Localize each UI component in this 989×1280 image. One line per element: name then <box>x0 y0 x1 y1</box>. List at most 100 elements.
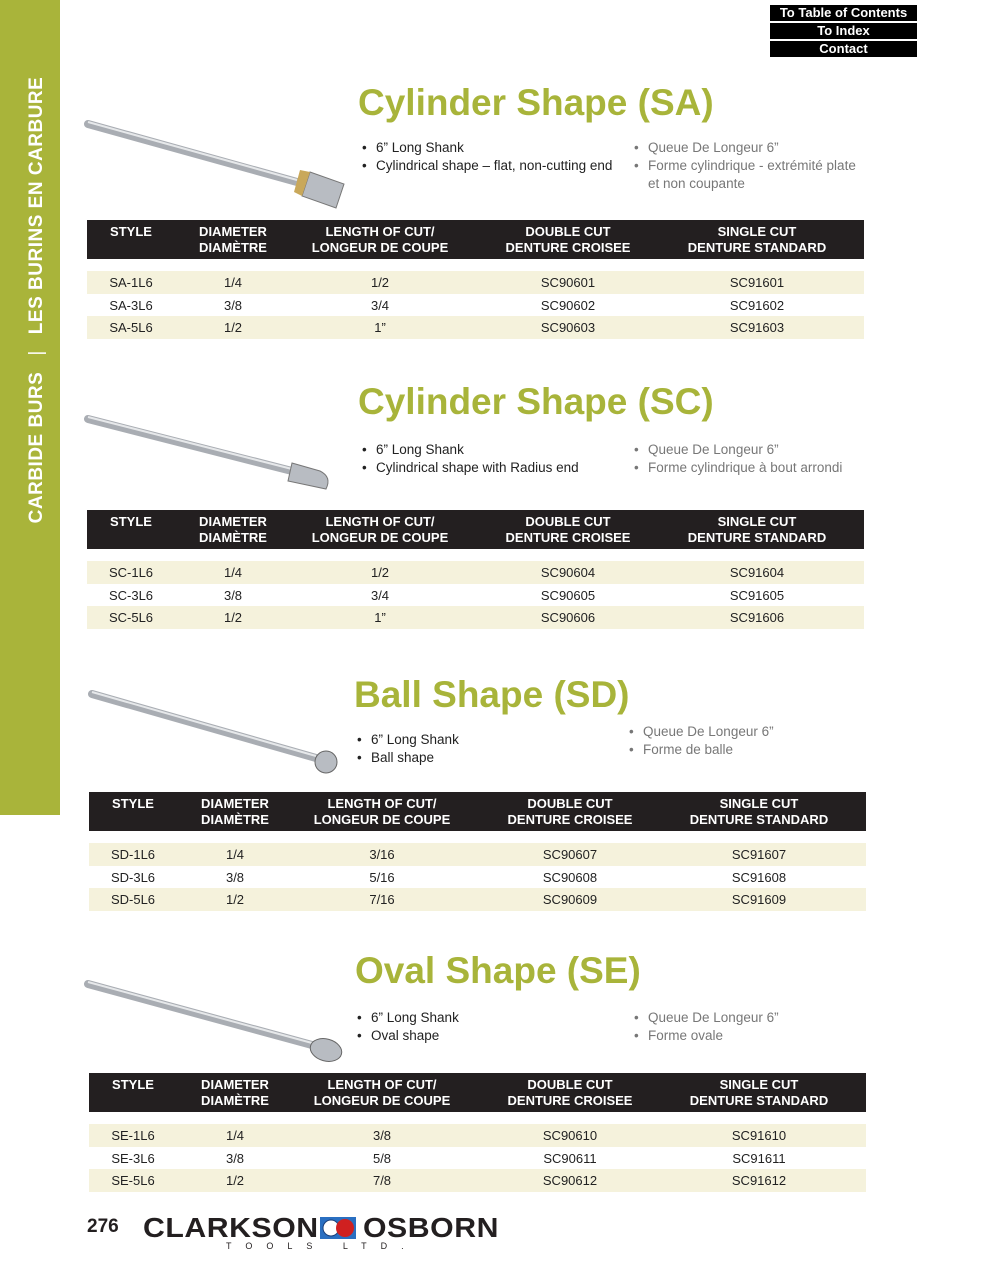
category-en: CARBIDE BURS <box>26 371 47 524</box>
column-header: STYLE <box>112 1077 154 1092</box>
table-cell: SC90610 <box>542 1128 598 1143</box>
feature-item: Cylindrical shape with Radius end <box>360 459 579 477</box>
table-row: SA-1L6 1/4 1/2 SC90601 SC91601 <box>87 271 864 294</box>
column-header: DOUBLE CUT DENTURE CROISEE <box>505 514 631 545</box>
radius-burr-image <box>82 405 352 505</box>
table-cell: 3/16 <box>369 847 395 862</box>
table-row: SD-1L6 1/4 3/16 SC90607 SC91607 <box>89 843 866 866</box>
table-cell: 1/2 <box>223 320 243 335</box>
table-cell: SA-3L6 <box>109 297 153 313</box>
features-en: 6” Long ShankCylindrical shape with Radi… <box>360 441 579 477</box>
table-cell: SE-1L6 <box>111 1128 155 1143</box>
table-cell: SC90603 <box>540 320 596 335</box>
table-row: SA-5L6 1/2 1” SC90603 SC91603 <box>87 316 864 339</box>
column-header: DIAMETER DIAMÈTRE <box>199 224 267 255</box>
column-header: STYLE <box>110 224 152 239</box>
feature-item: Queue De Longeur 6” <box>632 139 857 157</box>
table-cell: SC-1L6 <box>108 565 154 580</box>
features-fr: Queue De Longeur 6”Forme cylindrique - e… <box>632 139 857 193</box>
column-header: LENGTH OF CUT/LONGEUR DE COUPE <box>313 796 451 827</box>
contact-link[interactable]: Contact <box>770 41 917 57</box>
table-row: SC-3L6 3/8 3/4 SC90605 SC91605 <box>87 584 864 607</box>
table-cell: SA-1L6 <box>109 275 153 290</box>
table-cell: SE-5L6 <box>111 1173 155 1188</box>
table-cell: 1/2 <box>370 275 390 290</box>
table-cell: SC91612 <box>731 1173 787 1188</box>
table-cell: 3/4 <box>370 587 390 603</box>
table-cell: SC91602 <box>729 297 785 313</box>
column-header: SINGLE CUT DENTURE STANDARD <box>689 796 829 827</box>
table-cell: SC91603 <box>729 320 785 335</box>
table-cell: 1/2 <box>225 1173 245 1188</box>
table-cell: SC90612 <box>542 1173 598 1188</box>
table-cell: SC-5L6 <box>108 610 154 625</box>
feature-item: Queue De Longeur 6” <box>632 1009 857 1027</box>
table-cell: SC91606 <box>729 610 785 625</box>
table-cell: 1” <box>374 610 386 625</box>
column-header: DOUBLE CUT DENTURE CROISEE <box>507 1077 633 1108</box>
brand-emblem-icon <box>320 1217 357 1239</box>
cylinder-burr-image <box>82 110 352 210</box>
spec-table: STYLE DIAMETER DIAMÈTRE LENGTH OF CUT/LONGE… <box>89 792 866 911</box>
table-cell: SC90601 <box>540 275 596 290</box>
table-cell: 1/2 <box>370 565 390 580</box>
table-row: SA-3L6 3/8 3/4 SC90602 SC91602 <box>87 294 864 317</box>
table-cell: 1/2 <box>223 610 243 625</box>
table-header: STYLE DIAMETER DIAMÈTRE LENGTH OF CUT/LONGE… <box>89 792 866 831</box>
column-header: DIAMETER DIAMÈTRE <box>201 1077 269 1108</box>
table-cell: SC90602 <box>540 297 596 313</box>
table-cell: SC91607 <box>731 847 787 862</box>
table-cell: 3/8 <box>225 1150 245 1166</box>
column-header: DIAMETER DIAMÈTRE <box>199 514 267 545</box>
feature-item: Queue De Longeur 6” <box>632 441 857 459</box>
feature-item: Cylindrical shape – flat, non-cutting en… <box>360 157 612 175</box>
features-fr: Queue De Longeur 6”Forme cylindrique à b… <box>632 441 857 477</box>
table-cell: SC91605 <box>729 587 785 603</box>
table-cell: 3/4 <box>370 297 390 313</box>
sidebar: CARBIDE BURS | LES BURINS EN CARBURE <box>0 0 60 815</box>
table-cell: SC90606 <box>540 610 596 625</box>
table-cell: SD-1L6 <box>110 847 156 862</box>
column-header: SINGLE CUT DENTURE STANDARD <box>687 514 827 545</box>
table-cell: SD-5L6 <box>110 892 156 907</box>
spec-table: STYLE DIAMETER DIAMÈTRE LENGTH OF CUT/LONGE… <box>89 1073 866 1192</box>
feature-item: 6” Long Shank <box>355 1009 459 1027</box>
separator: | <box>26 350 47 356</box>
table-row: SE-1L6 1/4 3/8 SC90610 SC91610 <box>89 1124 866 1147</box>
table-row: SC-5L6 1/2 1” SC90606 SC91606 <box>87 606 864 629</box>
feature-item: 6” Long Shank <box>355 731 459 749</box>
feature-item: Queue De Longeur 6” <box>627 723 852 741</box>
table-cell: SC91604 <box>729 565 785 580</box>
table-cell: SC90609 <box>542 892 598 907</box>
features-en: 6” Long ShankOval shape <box>355 1009 459 1045</box>
column-header: LENGTH OF CUT/LONGEUR DE COUPE <box>311 224 449 255</box>
feature-item: Forme ovale <box>632 1027 857 1045</box>
table-cell: SC91610 <box>731 1128 787 1143</box>
feature-item: Forme cylindrique - extrémité plate et n… <box>632 157 857 193</box>
brand-sub: TOOLS LTD. <box>226 1241 418 1251</box>
toc-link[interactable]: To Table of Contents <box>770 5 917 21</box>
feature-item: Forme cylindrique à bout arrondi <box>632 459 857 477</box>
table-cell: SC90607 <box>542 847 598 862</box>
table-cell: 1/4 <box>223 565 243 580</box>
spec-table: STYLE DIAMETER DIAMÈTRE LENGTH OF CUT/LONGE… <box>87 510 864 629</box>
brand-left: CLARKSON <box>143 1212 319 1243</box>
section-title: Oval Shape (SE) <box>355 950 641 991</box>
table-cell: 1” <box>374 320 386 335</box>
table-cell: SC90605 <box>540 587 596 603</box>
feature-item: 6” Long Shank <box>360 441 579 459</box>
index-link[interactable]: To Index <box>770 23 917 39</box>
features-en: 6” Long ShankBall shape <box>355 731 459 767</box>
nav-links: To Table of Contents To Index Contact <box>770 5 917 59</box>
table-cell: 1/4 <box>225 1128 245 1143</box>
table-cell: SC90611 <box>543 1150 597 1166</box>
features-fr: Queue De Longeur 6”Forme de balle <box>627 723 852 759</box>
table-cell: 5/8 <box>372 1150 392 1166</box>
table-cell: 7/16 <box>369 892 395 907</box>
table-cell: SE-3L6 <box>111 1150 155 1166</box>
column-header: SINGLE CUT DENTURE STANDARD <box>689 1077 829 1108</box>
brand-logo: CLARKSON OSBORN TOOLS LTD. <box>143 1212 498 1251</box>
table-cell: 3/8 <box>372 1128 392 1143</box>
spec-table: STYLE DIAMETER DIAMÈTRE LENGTH OF CUT/LONGE… <box>87 220 864 339</box>
